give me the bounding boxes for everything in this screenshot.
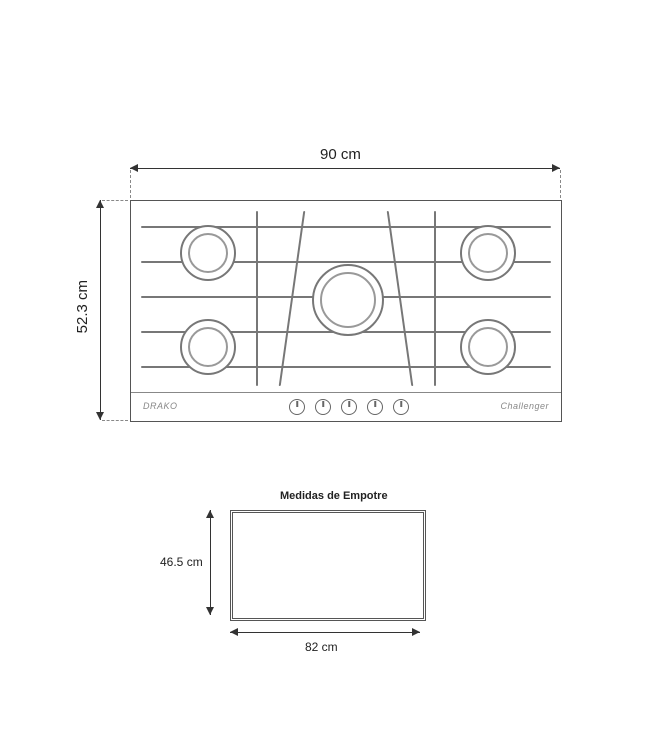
left-dim-ext-bot: [102, 420, 128, 421]
knob: [315, 399, 331, 415]
knob: [367, 399, 383, 415]
top-dim-arrow-left: [130, 164, 138, 172]
cutout-title: Medidas de Empotre: [280, 490, 388, 502]
burner-top-right: [460, 225, 516, 281]
top-dim-label: 90 cm: [320, 146, 361, 163]
burner-bottom-right: [460, 319, 516, 375]
knob: [289, 399, 305, 415]
left-dim-ext-top: [102, 200, 128, 201]
burner-bottom-left: [180, 319, 236, 375]
left-dim-arrow-down: [96, 412, 104, 420]
grate-sep: [256, 211, 258, 386]
left-dim-label: 52.3 cm: [74, 280, 91, 333]
cutout-h-dim-arrow-down: [206, 607, 214, 615]
top-dim-ext-left: [130, 170, 131, 198]
knob: [341, 399, 357, 415]
burner-center: [312, 264, 384, 336]
cutout-rect: [230, 510, 426, 621]
top-dim-line: [130, 168, 560, 169]
cutout-h-dim-arrow-up: [206, 510, 214, 518]
knob: [393, 399, 409, 415]
grate-sep: [279, 211, 306, 386]
cutout-w-dim-label: 82 cm: [305, 640, 338, 654]
grate-sep: [387, 211, 414, 386]
brand-left: DRAKO: [143, 401, 178, 411]
grate-sep: [434, 211, 436, 386]
cutout-h-dim-label: 46.5 cm: [160, 555, 203, 569]
left-dim-line: [100, 200, 101, 420]
cutout-h-dim-line: [210, 510, 211, 615]
cutout-w-dim-arrow-right: [412, 628, 420, 636]
cutout-w-dim-arrow-left: [230, 628, 238, 636]
cooktop-outline: DRAKO Challenger: [130, 200, 562, 422]
cutout-w-dim-line: [230, 632, 420, 633]
top-dim-arrow-right: [552, 164, 560, 172]
brand-right: Challenger: [500, 401, 549, 411]
burner-top-left: [180, 225, 236, 281]
left-dim-arrow-up: [96, 200, 104, 208]
top-dim-ext-right: [560, 170, 561, 198]
